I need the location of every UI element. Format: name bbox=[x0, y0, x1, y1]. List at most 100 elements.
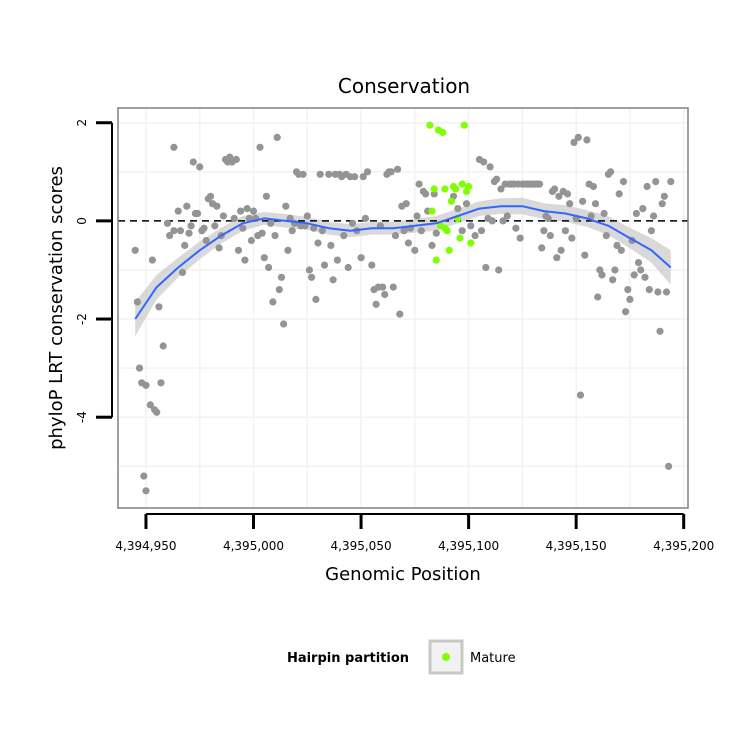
data-point bbox=[619, 178, 628, 186]
data-point bbox=[368, 261, 376, 269]
data-point bbox=[344, 263, 352, 272]
data-point bbox=[566, 200, 574, 208]
data-point bbox=[665, 462, 673, 470]
data-point bbox=[516, 234, 524, 242]
data-point bbox=[305, 266, 313, 274]
data-point bbox=[467, 222, 475, 230]
data-point bbox=[273, 133, 281, 141]
data-point bbox=[146, 401, 154, 409]
data-point-mature bbox=[456, 234, 464, 242]
data-point bbox=[308, 273, 316, 281]
data-point bbox=[402, 200, 410, 208]
data-point bbox=[379, 283, 387, 291]
data-point bbox=[284, 246, 292, 254]
data-point bbox=[243, 205, 251, 213]
data-point bbox=[579, 197, 587, 205]
data-point bbox=[155, 303, 163, 311]
data-point bbox=[318, 227, 326, 235]
smooth-trend-line bbox=[134, 205, 672, 320]
data-point bbox=[598, 271, 606, 279]
data-point bbox=[260, 254, 268, 262]
data-point bbox=[540, 227, 548, 235]
x-tick-label: 4,395,050 bbox=[331, 539, 392, 553]
data-point bbox=[170, 227, 178, 235]
data-point bbox=[667, 178, 675, 186]
data-point bbox=[589, 182, 598, 191]
data-point bbox=[351, 173, 359, 181]
data-point bbox=[563, 190, 572, 198]
data-point bbox=[159, 342, 167, 350]
data-point bbox=[576, 391, 585, 399]
data-point bbox=[493, 175, 501, 183]
data-point-mature bbox=[430, 185, 438, 193]
x-tick-label: 4,394,950 bbox=[115, 539, 176, 553]
data-point bbox=[316, 170, 324, 178]
data-point bbox=[174, 207, 182, 215]
data-point bbox=[153, 408, 161, 416]
data-point bbox=[269, 298, 277, 306]
data-point bbox=[189, 158, 197, 166]
data-point bbox=[553, 254, 561, 262]
data-point bbox=[245, 214, 253, 222]
data-point bbox=[495, 266, 503, 274]
data-point bbox=[630, 271, 638, 279]
points-mature-partition bbox=[426, 121, 475, 264]
data-point bbox=[645, 286, 653, 294]
data-point bbox=[249, 207, 258, 215]
data-point bbox=[551, 185, 559, 193]
data-point bbox=[482, 263, 490, 272]
data-point-mature bbox=[452, 185, 460, 193]
data-point bbox=[643, 182, 651, 191]
data-point bbox=[512, 224, 520, 232]
data-point bbox=[256, 143, 264, 151]
data-point bbox=[591, 200, 600, 208]
data-point-mature bbox=[445, 246, 453, 254]
data-point bbox=[142, 487, 150, 495]
data-point bbox=[607, 168, 615, 176]
data-point bbox=[609, 276, 617, 284]
data-point-mature bbox=[467, 239, 475, 247]
data-point bbox=[600, 209, 608, 218]
data-point bbox=[241, 256, 249, 264]
data-point bbox=[641, 273, 649, 281]
data-point bbox=[458, 227, 466, 235]
data-point bbox=[357, 254, 365, 262]
data-point bbox=[611, 266, 619, 274]
data-point bbox=[622, 308, 630, 316]
data-point bbox=[303, 212, 311, 220]
data-point bbox=[267, 219, 275, 227]
data-point bbox=[200, 224, 208, 232]
data-point bbox=[617, 246, 625, 254]
data-point bbox=[361, 214, 369, 222]
data-point bbox=[555, 192, 563, 200]
data-point-mature bbox=[432, 256, 440, 264]
data-point bbox=[574, 133, 582, 141]
data-point bbox=[480, 158, 488, 166]
data-point bbox=[394, 165, 402, 173]
legend-key-mature-point bbox=[442, 653, 450, 661]
data-point bbox=[187, 222, 195, 230]
legend-title: Hairpin partition bbox=[287, 651, 409, 666]
data-point bbox=[396, 310, 404, 318]
data-point bbox=[329, 276, 337, 284]
data-point bbox=[400, 227, 408, 235]
data-point bbox=[265, 263, 273, 272]
data-point bbox=[258, 229, 266, 237]
data-point bbox=[140, 472, 148, 480]
data-point bbox=[391, 232, 400, 240]
plot-panel-background bbox=[118, 108, 688, 508]
data-point bbox=[503, 212, 511, 220]
data-point-mature bbox=[465, 182, 473, 191]
data-point bbox=[471, 232, 479, 240]
data-point bbox=[557, 246, 565, 254]
data-point-mature bbox=[447, 197, 455, 205]
x-tick-label: 4,395,200 bbox=[653, 539, 714, 553]
data-point bbox=[404, 239, 412, 247]
data-point bbox=[333, 256, 341, 264]
data-point bbox=[163, 219, 172, 227]
data-point bbox=[544, 214, 552, 222]
data-point bbox=[428, 241, 436, 249]
data-point bbox=[320, 261, 329, 269]
data-point bbox=[176, 227, 184, 235]
data-point bbox=[632, 209, 641, 218]
